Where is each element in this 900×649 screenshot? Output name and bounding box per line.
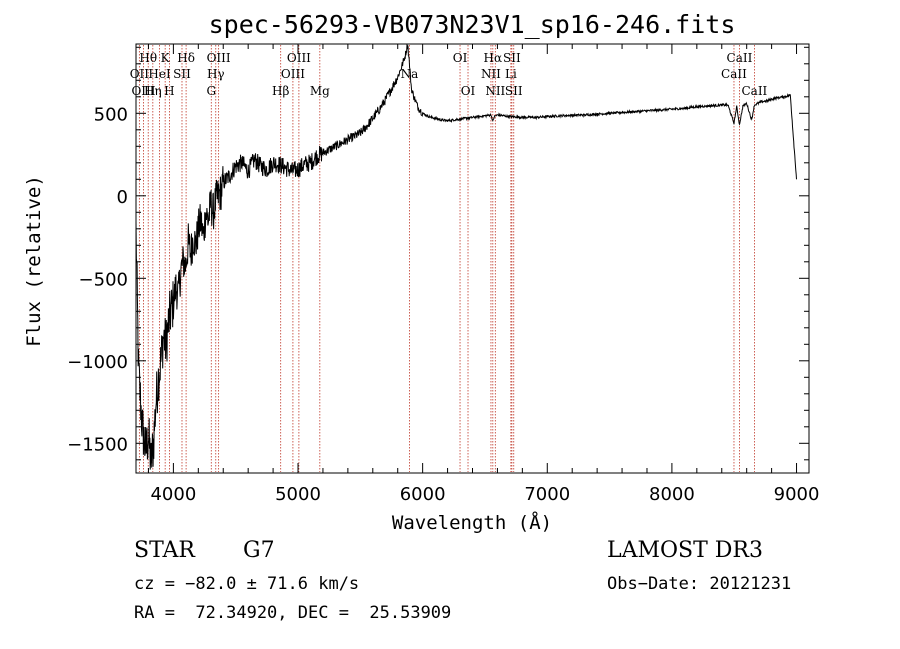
marker-label-25: CaII: [727, 51, 753, 65]
marker-label-0: Hθ: [139, 51, 157, 65]
survey-name: LAMOST DR3: [607, 538, 763, 563]
x-tick-label-2: 6000: [400, 484, 446, 505]
marker-label-20: NII: [481, 67, 501, 81]
marker-label-11: G: [206, 84, 216, 98]
marker-label-10: Hγ: [207, 67, 225, 81]
marker-label-1: OII: [130, 67, 150, 81]
marker-label-4: HeI: [148, 67, 171, 81]
marker-label-21: NII: [485, 84, 505, 98]
marker-label-3: K: [161, 51, 171, 65]
x-axis-ticks: 4000 5000 6000 7000 8000 9000: [147, 44, 820, 505]
marker-label-6: Hδ: [177, 51, 195, 65]
y-axis-ticks: −1500 −1000 −500 0 500: [67, 46, 809, 461]
marker-label-5: Hη: [144, 84, 162, 98]
marker-label-15: Mg: [310, 84, 330, 98]
object-class: STAR: [134, 538, 195, 563]
plot-frame: [135, 43, 810, 474]
marker-label-2: OIII: [131, 84, 155, 98]
y-tick-label-1: −1000: [67, 352, 128, 373]
marker-label-12: OIII: [287, 51, 311, 65]
chart-title: spec-56293-VB073N23V1_sp16-246.fits: [209, 10, 736, 39]
marker-label-7: SII: [173, 67, 191, 81]
coordinates-text: RA = 72.34920, DEC = 25.53909: [134, 603, 452, 623]
spectrum-line: [135, 44, 797, 470]
marker-label-18: OI: [461, 84, 476, 98]
marker-label-17: OI: [453, 51, 468, 65]
x-tick-label-0: 4000: [150, 484, 196, 505]
x-axis-label: Wavelength (Å): [392, 511, 552, 534]
marker-label-22: SII: [503, 51, 521, 65]
y-tick-label-4: 500: [94, 104, 128, 125]
subclass: G7: [243, 538, 275, 563]
redshift-text: cz = −82.0 ± 71.6 km/s: [134, 574, 360, 594]
y-tick-label-3: 0: [117, 187, 128, 208]
marker-label-16: Na: [401, 67, 419, 81]
line-marker-labels: Hθ OII OIII K HeI Hη Hδ SII H OIII Hγ G OIII OIII Hβ Mg…: [130, 51, 768, 98]
line-markers: [138, 45, 755, 472]
marker-label-24: SII: [505, 84, 523, 98]
marker-label-9: OIII: [207, 51, 231, 65]
y-tick-label-2: −500: [79, 269, 128, 290]
obs-date-text: Obs−Date: 20121231: [607, 574, 792, 594]
marker-label-13: OIII: [281, 67, 305, 81]
marker-label-19: Hα: [484, 51, 503, 65]
marker-label-8: H: [164, 84, 174, 98]
marker-label-26: CaII: [721, 67, 747, 81]
x-tick-label-5: 9000: [774, 484, 820, 505]
marker-label-27: CaII: [741, 84, 767, 98]
marker-label-23: Li: [505, 67, 517, 81]
x-tick-label-4: 8000: [649, 484, 695, 505]
x-tick-label-1: 5000: [275, 484, 321, 505]
y-tick-label-0: −1500: [67, 434, 128, 455]
x-tick-label-3: 7000: [524, 484, 570, 505]
y-axis-label: Flux (relative): [23, 175, 45, 347]
marker-label-14: Hβ: [272, 84, 289, 98]
